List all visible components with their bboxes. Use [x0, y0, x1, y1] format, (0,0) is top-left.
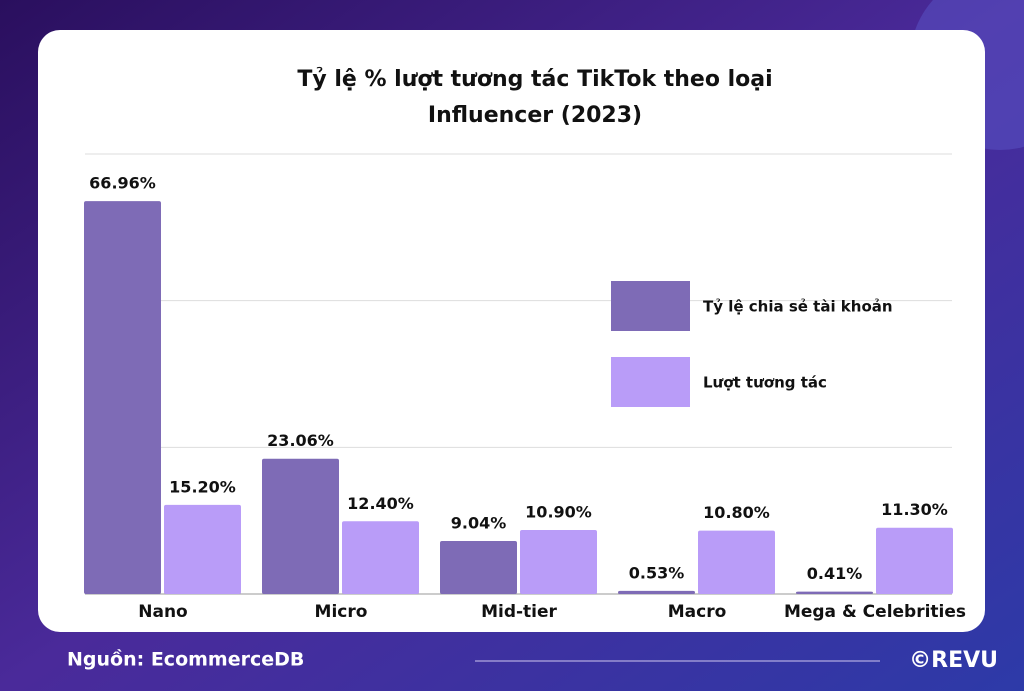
bar	[164, 504, 241, 594]
x-tick-label: Nano	[138, 602, 187, 622]
bar	[84, 201, 161, 594]
bar	[520, 530, 597, 594]
value-label: 0.41%	[807, 564, 863, 583]
value-label: 11.30%	[881, 500, 948, 519]
bar	[342, 521, 419, 594]
bar	[262, 458, 339, 594]
value-label: 0.53%	[629, 563, 685, 582]
legend-label: Tỷ lệ chia sẻ tài khoản	[703, 298, 893, 316]
brand: ©REVU	[909, 648, 998, 673]
chart-subtitle: Influencer (2023)	[428, 103, 642, 128]
value-label: 15.20%	[169, 477, 236, 496]
chart-title: Tỷ lệ % lượt tương tác TikTok theo loại	[297, 67, 772, 92]
x-tick-label: Mid-tier	[481, 602, 557, 622]
value-label: 66.96%	[89, 174, 156, 193]
legend-label: Lượt tương tác	[703, 374, 827, 392]
bar	[440, 540, 517, 594]
source: Nguồn: EcommerceDB	[67, 648, 304, 671]
bar	[876, 527, 953, 594]
bar	[698, 530, 775, 594]
value-label: 10.80%	[703, 503, 770, 522]
x-tick-label: Macro	[668, 602, 727, 622]
legend-swatch	[611, 281, 690, 331]
bar	[618, 590, 695, 594]
bar	[796, 591, 873, 594]
x-tick-label: Mega & Celebrities	[784, 602, 966, 622]
legend-swatch	[611, 357, 690, 407]
value-label: 12.40%	[347, 494, 414, 513]
value-label: 9.04%	[451, 513, 507, 532]
value-label: 10.90%	[525, 503, 592, 522]
value-label: 23.06%	[267, 431, 334, 450]
x-tick-label: Micro	[315, 602, 368, 622]
